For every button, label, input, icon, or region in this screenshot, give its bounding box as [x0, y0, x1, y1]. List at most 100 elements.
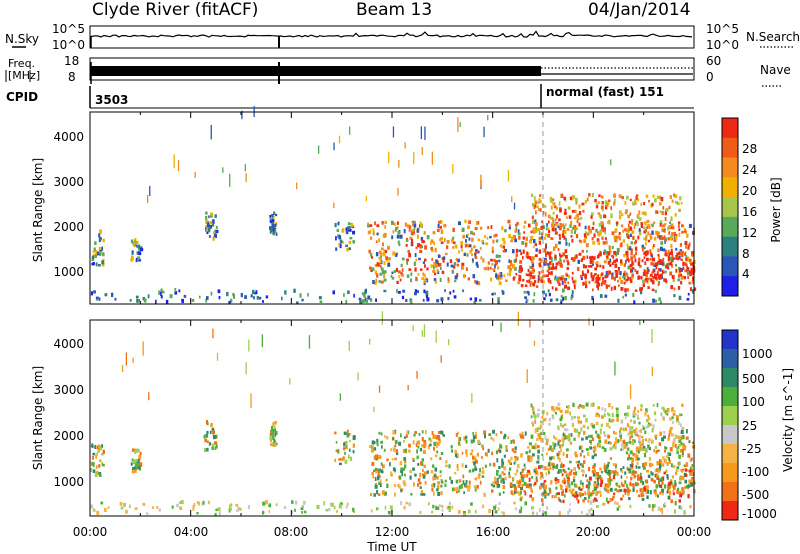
- echo-cell: [599, 252, 602, 257]
- echo-cell: [620, 482, 623, 486]
- echo-cell: [637, 261, 641, 266]
- echo-cell: [134, 507, 137, 511]
- echo-cell: [415, 258, 418, 262]
- power-data: [90, 106, 697, 304]
- echo-cell: [174, 291, 178, 295]
- echo-cell: [514, 267, 517, 271]
- echo-cell: [537, 227, 540, 232]
- echo-cell: [414, 292, 417, 296]
- echo-cell: [628, 247, 632, 251]
- echo-cell: [673, 509, 676, 514]
- echo-cell: [215, 229, 219, 234]
- echo-cell: [593, 481, 597, 485]
- echo-cell: [572, 475, 576, 479]
- echo-cell: [655, 436, 657, 440]
- echo-cell: [620, 468, 623, 472]
- echo-cell: [603, 448, 607, 452]
- echo-cell: [566, 435, 569, 439]
- echo-cell: [587, 269, 589, 274]
- echo-cell: [656, 210, 659, 214]
- echo-cell: [572, 424, 575, 428]
- echo-cell: [531, 489, 533, 494]
- echo-cell: [441, 480, 444, 484]
- echo-cell: [627, 405, 631, 409]
- echo-cell: [558, 469, 561, 474]
- echo-cell: [600, 282, 603, 287]
- echo-cell: [505, 445, 508, 449]
- echo-cell: [640, 276, 643, 280]
- echo-cell: [579, 480, 582, 485]
- echo-cell: [652, 269, 655, 273]
- power-ylabel: Slant Range [km]: [31, 158, 45, 262]
- echo-cell: [683, 262, 687, 266]
- echo-cell: [626, 457, 630, 461]
- echo-cell: [478, 473, 481, 476]
- echo-cell: [615, 439, 618, 444]
- echo-cell: [677, 278, 681, 282]
- echo-cell: [633, 254, 636, 259]
- echo-cell: [568, 508, 571, 512]
- echo-cell: [553, 277, 556, 281]
- echo-cell: [527, 484, 530, 489]
- echo-cell: [501, 458, 504, 463]
- echo-cell: [507, 273, 509, 276]
- echo-cell: [688, 258, 692, 262]
- freq-label-bracket: [5, 70, 31, 82]
- echo-cell: [665, 446, 668, 450]
- echo-cell: [407, 224, 410, 228]
- echo-cell: [181, 500, 184, 505]
- echo-cell: [668, 231, 671, 235]
- echo-cell: [627, 424, 630, 428]
- echo-cell: [205, 219, 209, 223]
- echo-cell: [294, 508, 296, 512]
- echo-cell: [95, 465, 98, 469]
- echo-cell: [517, 232, 521, 236]
- echo-cell: [458, 479, 462, 482]
- echo-cell: [565, 216, 568, 219]
- echo-cell: [436, 268, 439, 273]
- echo-cell: [252, 289, 255, 295]
- echo-cell: [578, 466, 581, 470]
- echo-cell: [561, 473, 564, 477]
- echo-cell: [561, 424, 565, 428]
- echo-cell: [438, 439, 442, 444]
- echo-cell: [459, 122, 461, 128]
- echo-cell: [542, 290, 545, 294]
- echo-cell: [672, 441, 675, 445]
- echo-cell: [559, 417, 563, 422]
- echo-cell: [347, 222, 351, 226]
- echo-cell: [521, 241, 525, 245]
- echo-cell: [673, 231, 676, 236]
- echo-cell: [630, 428, 632, 432]
- echo-cell: [561, 437, 565, 442]
- echo-cell: [369, 224, 373, 227]
- echo-cell: [454, 279, 457, 283]
- echo-cell: [413, 151, 415, 165]
- echo-cell: [274, 213, 278, 217]
- echo-cell: [463, 252, 466, 256]
- echo-cell: [598, 435, 601, 440]
- echo-cell: [540, 483, 543, 487]
- echo-cell: [637, 466, 641, 469]
- echo-cell: [686, 429, 688, 434]
- echo-cell: [635, 448, 639, 453]
- echo-cell: [566, 428, 569, 432]
- echo-cell: [612, 475, 616, 480]
- echo-cell: [348, 340, 350, 351]
- echo-cell: [418, 440, 421, 445]
- echo-cell: [404, 436, 406, 439]
- echo-cell: [691, 262, 695, 266]
- echo-cell: [528, 477, 531, 482]
- echo-cell: [526, 290, 529, 294]
- echo-cell: [688, 270, 691, 275]
- echo-cell: [593, 453, 597, 457]
- echo-cell: [676, 489, 679, 495]
- echo-cell: [511, 265, 514, 268]
- echo-cell: [606, 255, 609, 259]
- echo-cell: [499, 445, 503, 449]
- echo-cell: [213, 233, 217, 237]
- echo-cell: [569, 503, 572, 506]
- echo-cell: [547, 493, 550, 496]
- nsky-tick-top: 10^5: [52, 22, 85, 36]
- echo-cell: [465, 239, 467, 243]
